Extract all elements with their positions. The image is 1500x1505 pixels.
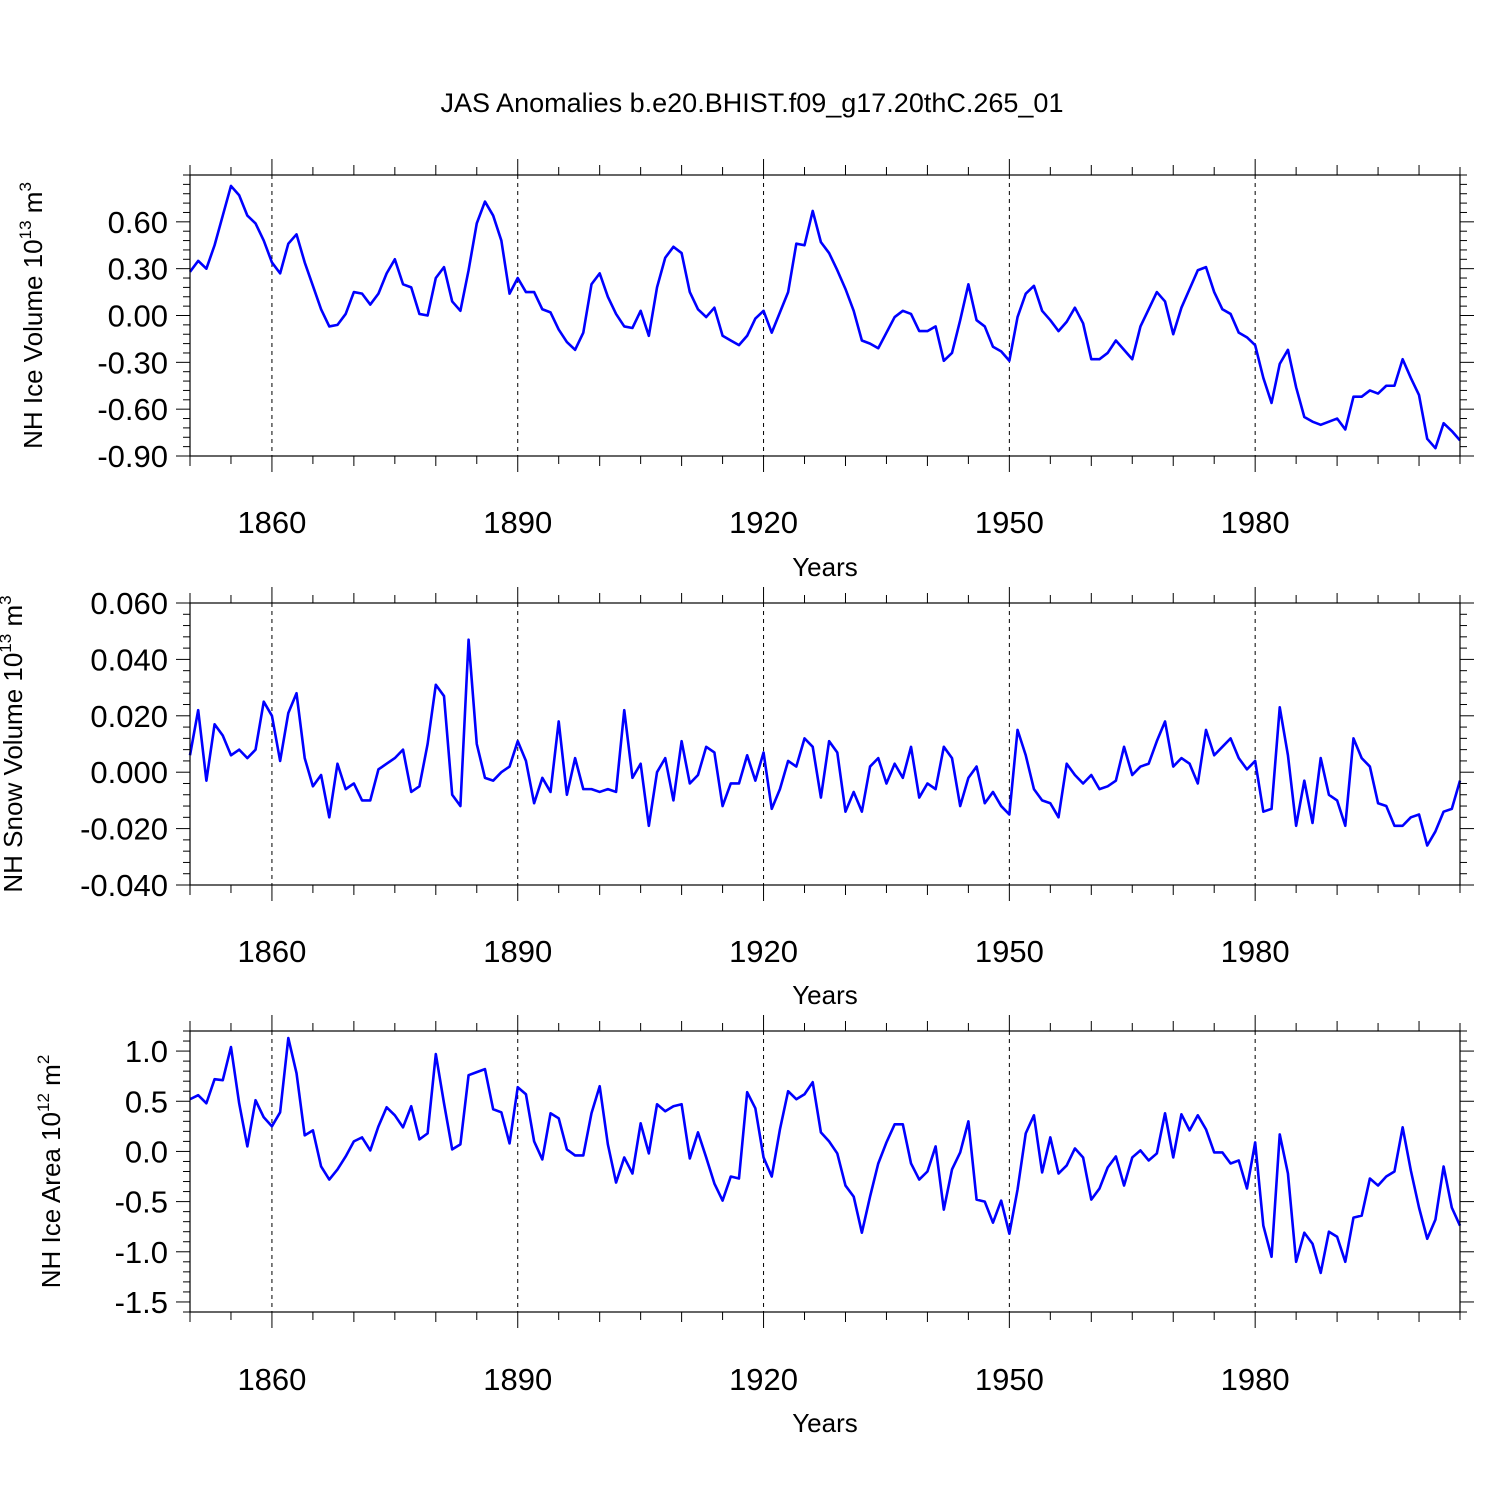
y-tick-label: 0.060 xyxy=(90,586,168,621)
y-tick-label: 0.30 xyxy=(108,252,168,287)
x-tick-label: 1920 xyxy=(729,505,798,540)
y-tick-label: 0.0 xyxy=(125,1134,168,1169)
plot-frame xyxy=(189,602,1461,886)
y-tick-label: -0.5 xyxy=(115,1185,168,1220)
y-tick-label: 0.040 xyxy=(90,642,168,677)
x-axis-title: Years xyxy=(792,1408,858,1438)
x-tick-label: 1920 xyxy=(729,934,798,969)
panel-2: -0.040 -0.020 0.000 0.020 0.040 0.060 1860 1890… xyxy=(0,586,1474,1010)
x-tick-label: 1860 xyxy=(237,934,306,969)
x-tick-label: 1860 xyxy=(237,1362,306,1397)
x-tick-label: 1980 xyxy=(1221,934,1290,969)
y-tick-label: -0.90 xyxy=(97,439,168,474)
plot-frame xyxy=(189,1030,1461,1313)
y-tick-label: -0.30 xyxy=(97,345,168,380)
y-tick-label: 0.00 xyxy=(108,299,168,334)
y-tick-label: 0.000 xyxy=(90,755,168,790)
panel-3: -1.5 -1.0 -0.5 0.0 0.5 1.0 1860 1890 1920 1950 198… xyxy=(34,1015,1474,1438)
series-line xyxy=(188,638,1462,847)
y-axis-title: NH Snow Volume 1013 m3 xyxy=(0,595,28,892)
x-tick-label: 1890 xyxy=(483,505,552,540)
x-tick-label: 1920 xyxy=(729,1362,798,1397)
x-tick-label: 1950 xyxy=(975,934,1044,969)
y-axis-title: NH Ice Volume 1013 m3 xyxy=(16,182,48,449)
x-axis-title: Years xyxy=(792,552,858,582)
y-tick-label: 1.0 xyxy=(125,1034,168,1069)
y-tick-label: -0.60 xyxy=(97,392,168,427)
y-tick-label: -1.5 xyxy=(115,1285,168,1320)
y-tick-label: 0.020 xyxy=(90,699,168,734)
plot-frame xyxy=(189,174,1461,457)
y-tick-label: -0.040 xyxy=(80,868,168,903)
x-tick-label: 1950 xyxy=(975,1362,1044,1397)
x-tick-label: 1890 xyxy=(483,1362,552,1397)
x-tick-label: 1860 xyxy=(237,505,306,540)
x-tick-label: 1980 xyxy=(1221,1362,1290,1397)
y-tick-label: -0.020 xyxy=(80,812,168,847)
x-tick-label: 1950 xyxy=(975,505,1044,540)
x-tick-label: 1890 xyxy=(483,934,552,969)
series-line xyxy=(189,1036,1462,1275)
chart-title: JAS Anomalies b.e20.BHIST.f09_g17.20thC.… xyxy=(441,88,1064,118)
x-axis-title: Years xyxy=(792,980,858,1010)
y-tick-label: 0.60 xyxy=(108,205,168,240)
panel-1: -0.90 -0.60 -0.30 0.00 0.30 0.60 1860 1890 1920 1… xyxy=(16,159,1474,582)
series-line xyxy=(188,184,1461,450)
y-tick-label: -1.0 xyxy=(115,1235,168,1270)
y-axis-title: NH Ice Area 1012 m2 xyxy=(34,1055,66,1289)
y-tick-label: 0.5 xyxy=(125,1084,168,1119)
x-tick-label: 1980 xyxy=(1221,505,1290,540)
